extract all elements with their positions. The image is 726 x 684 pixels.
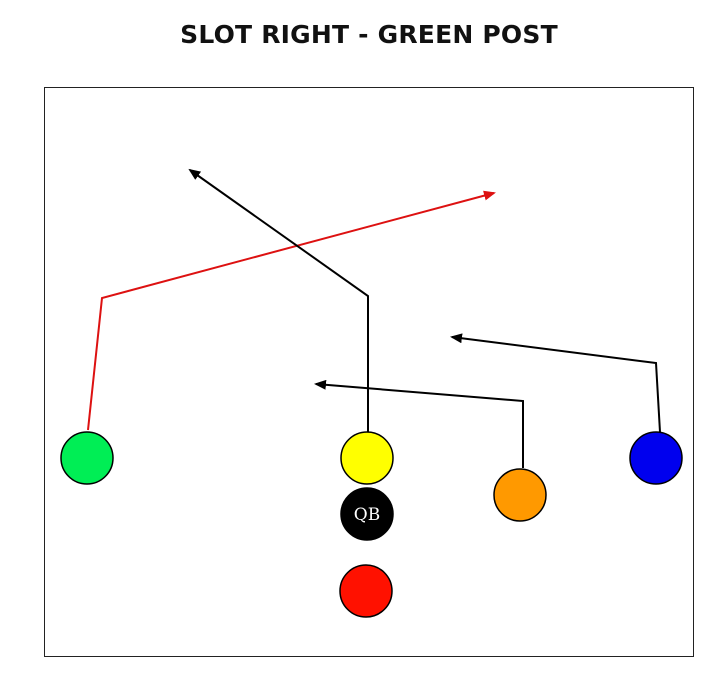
player-orange <box>493 468 547 522</box>
player-qb <box>340 487 394 541</box>
route-blue-in <box>450 333 661 433</box>
route-green-post <box>87 190 496 431</box>
route-orange-in <box>314 379 524 468</box>
route-yellow-corner <box>188 168 369 432</box>
qb-label: QB <box>354 505 380 525</box>
player-blue <box>629 431 683 485</box>
player-green <box>60 431 114 485</box>
play-title: SLOT RIGHT - GREEN POST <box>180 20 558 49</box>
player-red <box>339 564 393 618</box>
player-yellow <box>340 431 394 485</box>
